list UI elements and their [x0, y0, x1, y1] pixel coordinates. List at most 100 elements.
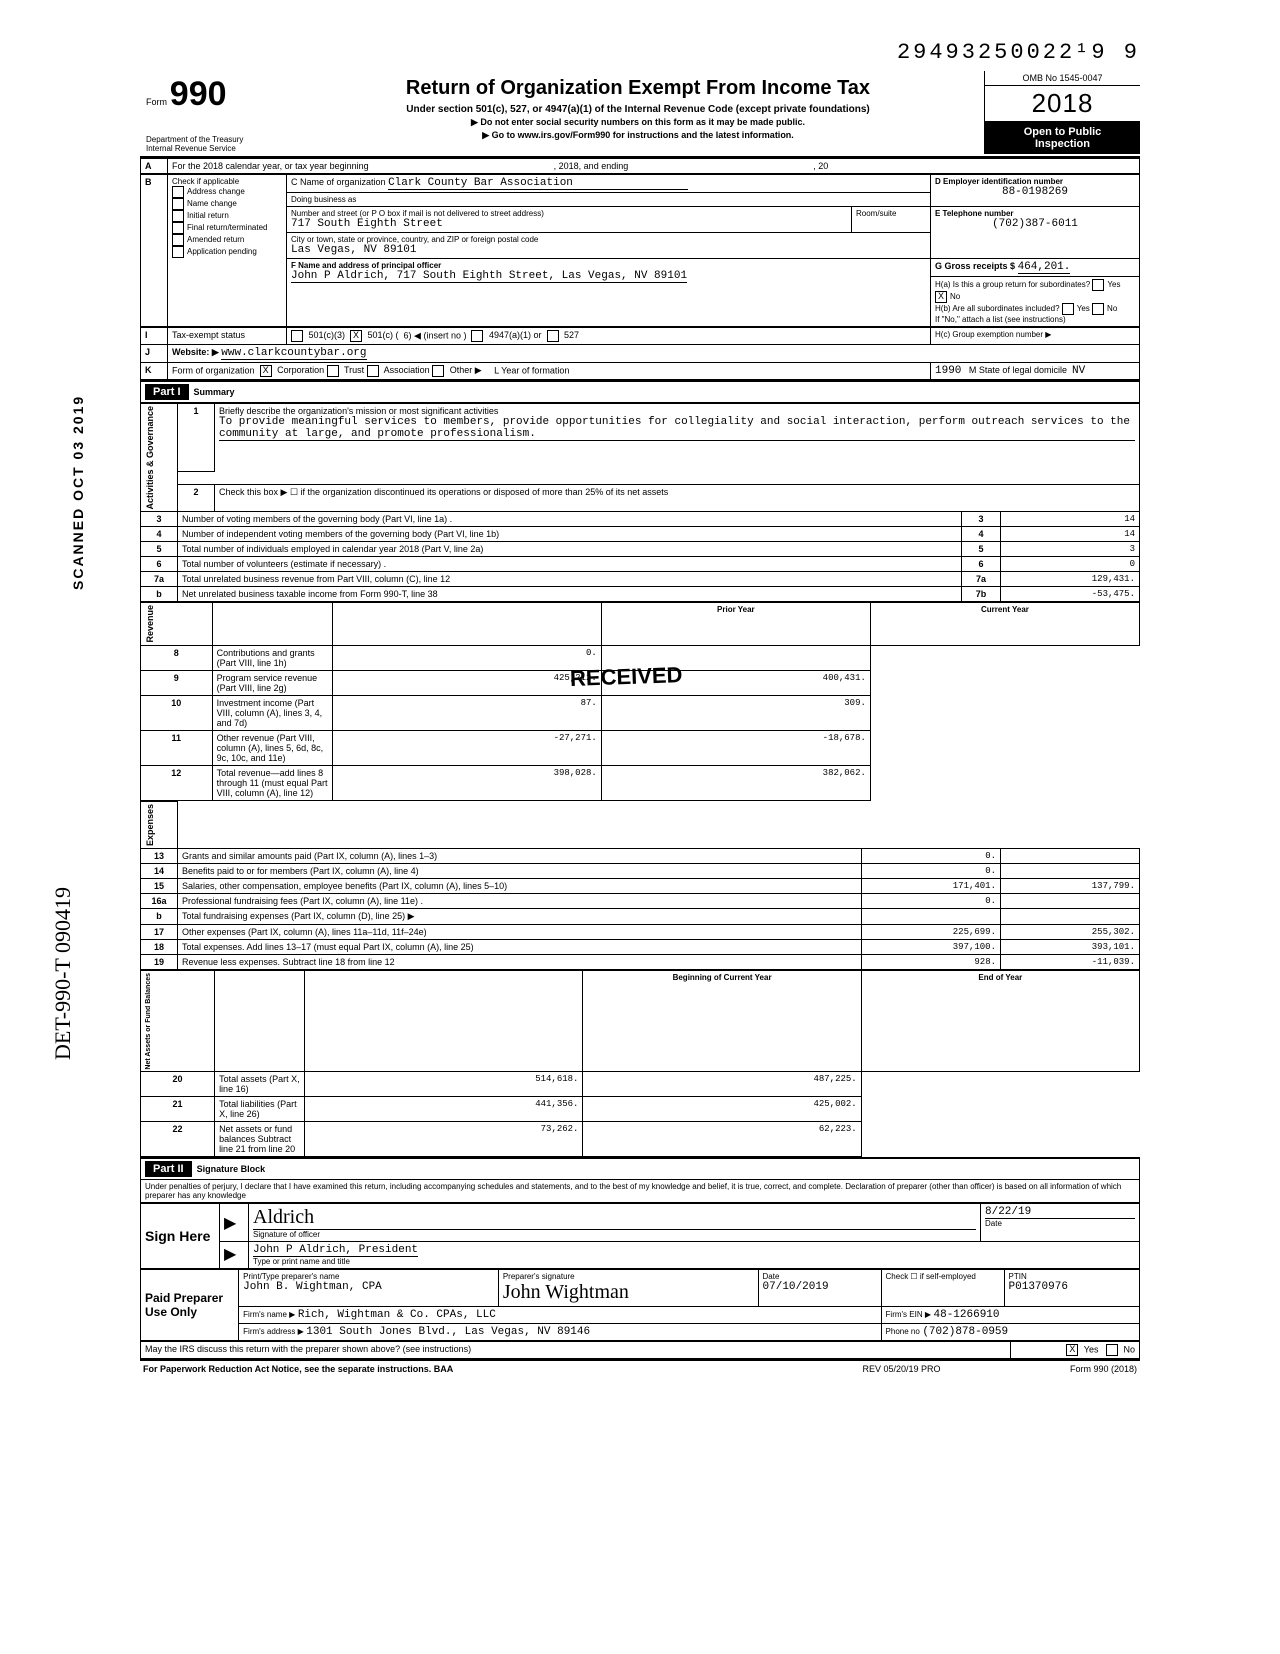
- firm-addr-label: Firm's address ▶: [243, 1327, 304, 1336]
- row-i-label: I: [141, 327, 168, 344]
- checkbox[interactable]: [172, 234, 184, 246]
- summary-row: 6Total number of volunteers (estimate if…: [141, 557, 1140, 572]
- checkbox[interactable]: [172, 246, 184, 258]
- form-subtitle: Under section 501(c), 527, or 4947(a)(1)…: [298, 104, 978, 115]
- prep-name: John B. Wightman, CPA: [243, 1281, 494, 1293]
- hb-no-checkbox[interactable]: [1092, 303, 1104, 315]
- discuss-yes-checkbox[interactable]: X: [1066, 1344, 1078, 1356]
- checkbox[interactable]: [172, 198, 184, 210]
- sign-here-label: Sign Here: [141, 1204, 220, 1269]
- part2-subtitle: Signature Block: [197, 1164, 266, 1174]
- summary-row: 21Total liabilities (Part X, line 26)441…: [141, 1097, 1140, 1122]
- checkbox[interactable]: [172, 186, 184, 198]
- current-year-head: Current Year: [870, 603, 1139, 646]
- form-title: Return of Organization Exempt From Incom…: [298, 77, 978, 100]
- checkbox[interactable]: [367, 365, 379, 377]
- l-label: L Year of formation: [494, 365, 569, 375]
- row-k-option: Other ▶: [430, 365, 482, 375]
- ha-no-checkbox[interactable]: X: [935, 291, 947, 303]
- firm-name: Rich, Wightman & Co. CPAs, LLC: [298, 1309, 496, 1321]
- form-number: 990: [170, 75, 227, 113]
- form-note1: ▶ Do not enter social security numbers o…: [298, 117, 978, 128]
- row-k-label: K: [141, 362, 168, 379]
- summary-row: 9Program service revenue (Part VIII, lin…: [141, 670, 1140, 695]
- row-a-left: For the 2018 calendar year, or tax year …: [172, 161, 369, 171]
- checkbox[interactable]: [327, 365, 339, 377]
- open-inspection: Open to Public Inspection: [985, 122, 1140, 154]
- e-label: E Telephone number: [935, 209, 1135, 218]
- row-i-option: 6) ◀ (insert no ): [404, 330, 472, 340]
- begin-year-head: Beginning of Current Year: [583, 970, 861, 1072]
- checkbox[interactable]: [172, 210, 184, 222]
- checkbox[interactable]: X: [260, 365, 272, 377]
- firm-name-label: Firm's name ▶: [243, 1310, 295, 1319]
- summary-row: 11Other revenue (Part VIII, column (A), …: [141, 730, 1140, 765]
- summary-row: 14Benefits paid to or for members (Part …: [141, 863, 1140, 878]
- section-exp: Expenses: [145, 804, 155, 846]
- date-label2: Date: [763, 1272, 877, 1281]
- checkbox[interactable]: [291, 330, 303, 342]
- summary-row: bNet unrelated business taxable income f…: [141, 587, 1140, 602]
- part1-title: Part I: [145, 384, 189, 400]
- line1-num: 1: [178, 403, 215, 471]
- gross-receipts: 464,201.: [1018, 261, 1071, 274]
- row-b-option: Amended return: [172, 234, 282, 246]
- line1-text: Briefly describe the organization's miss…: [219, 406, 498, 416]
- summary-row: 7aTotal unrelated business revenue from …: [141, 572, 1140, 587]
- row-k-option: Association: [364, 365, 430, 375]
- part1-subtitle: Summary: [194, 387, 235, 397]
- room-label: Room/suite: [852, 206, 931, 232]
- ha-yes-checkbox[interactable]: [1092, 279, 1104, 291]
- checkbox[interactable]: [547, 330, 559, 342]
- prep-signature: John Wightman: [503, 1281, 754, 1304]
- discuss-no-checkbox[interactable]: [1106, 1344, 1118, 1356]
- row-k-option: X Corporation: [257, 365, 324, 375]
- summary-row: 5Total number of individuals employed in…: [141, 542, 1140, 557]
- hb-yes-checkbox[interactable]: [1062, 303, 1074, 315]
- summary-row: 20Total assets (Part X, line 16)514,618.…: [141, 1072, 1140, 1097]
- f-label: F Name and address of principal officer: [291, 261, 926, 270]
- row-a-right: , 20: [813, 161, 828, 171]
- row-b-option: Initial return: [172, 210, 282, 222]
- arrow-icon: ▶: [220, 1204, 249, 1242]
- website-value: www.clarkcountybar.org: [221, 347, 366, 360]
- officer-name: John P Aldrich, President: [253, 1244, 418, 1257]
- ha-label: H(a) Is this a group return for subordin…: [935, 280, 1090, 289]
- summary-row: 12Total revenue—add lines 8 through 11 (…: [141, 765, 1140, 800]
- date-label: Date: [985, 1218, 1135, 1228]
- firm-ein: 48-1266910: [934, 1309, 1000, 1321]
- street-value: 717 South Eighth Street: [291, 218, 847, 230]
- paid-preparer-label: Paid Preparer Use Only: [141, 1270, 239, 1341]
- checkbox[interactable]: [432, 365, 444, 377]
- hb-no-label: No: [1107, 304, 1117, 313]
- summary-row: 8Contributions and grants (Part VIII, li…: [141, 645, 1140, 670]
- ha-no-label: No: [950, 292, 960, 301]
- city-label: City or town, state or province, country…: [291, 235, 926, 244]
- row-k-heading: Form of organization: [172, 365, 255, 375]
- prep-sig-label: Preparer's signature: [503, 1272, 754, 1281]
- summary-row: 13Grants and similar amounts paid (Part …: [141, 848, 1140, 863]
- checkbox[interactable]: X: [350, 330, 362, 342]
- section-rev: Revenue: [145, 605, 155, 643]
- sign-date: 8/22/19: [985, 1206, 1135, 1218]
- row-b-option: Address change: [172, 186, 282, 198]
- discuss-text: May the IRS discuss this return with the…: [141, 1342, 1011, 1359]
- dba-label: Doing business as: [287, 192, 931, 206]
- firm-phone: (702)878-0959: [922, 1326, 1008, 1338]
- firm-addr: 1301 South Jones Blvd., Las Vegas, NV 89…: [306, 1326, 590, 1338]
- form-label: Form: [146, 97, 167, 107]
- check-if-label: Check ☐ if self-employed: [881, 1270, 1004, 1307]
- prep-date: 07/10/2019: [763, 1281, 877, 1293]
- row-a-label: A: [141, 158, 168, 173]
- year-formation: 1990: [935, 365, 961, 377]
- prior-year-head: Prior Year: [601, 603, 870, 646]
- checkbox[interactable]: [172, 222, 184, 234]
- row-i-option: 501(c)(3): [291, 330, 350, 340]
- row-k-option: Trust: [324, 365, 364, 375]
- footer-left: For Paperwork Reduction Act Notice, see …: [142, 1363, 813, 1375]
- checkbox[interactable]: [471, 330, 483, 342]
- top-code: 29493250022¹9 9: [140, 40, 1140, 65]
- footer-right: Form 990 (2018): [990, 1363, 1138, 1375]
- row-b-heading: Check if applicable: [172, 177, 282, 186]
- row-i-option: 527: [547, 330, 585, 340]
